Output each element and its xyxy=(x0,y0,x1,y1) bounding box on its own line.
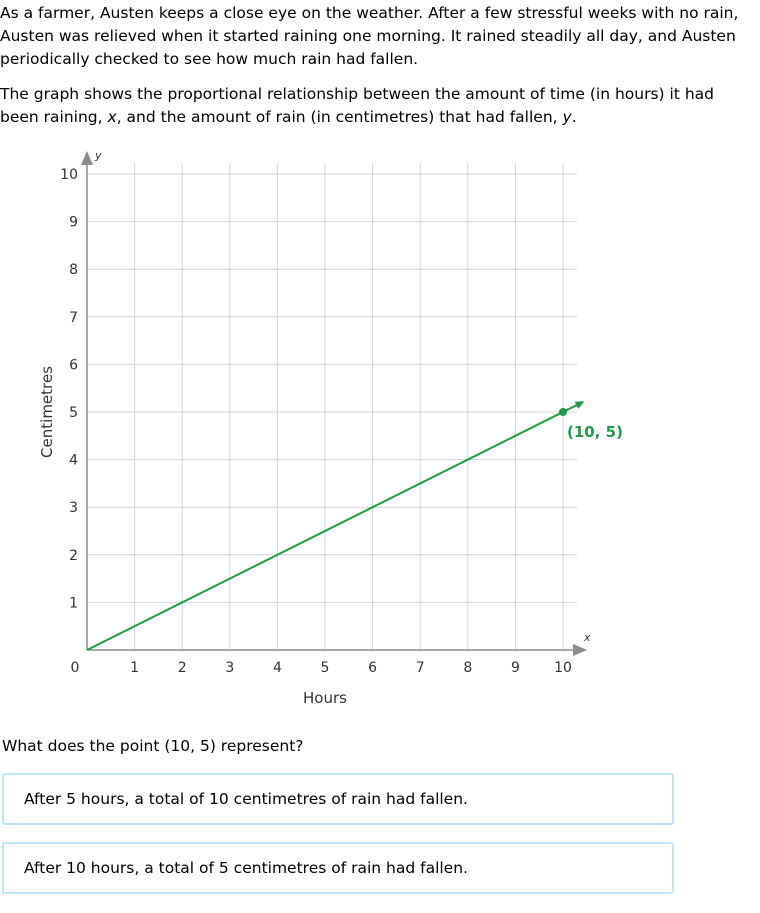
y-variable: y xyxy=(562,108,572,126)
answer-choice-1[interactable]: After 5 hours, a total of 10 centimetres… xyxy=(2,773,674,825)
x-axis-label: Hours xyxy=(303,689,347,707)
y-tick-label: 6 xyxy=(69,357,78,373)
intro-paragraph-1: As a farmer, Austen keeps a close eye on… xyxy=(0,4,739,68)
point-label: (10, 5) xyxy=(567,423,623,441)
y-axis-label: Centimetres xyxy=(38,366,56,458)
x-axis-arrow-icon xyxy=(573,644,587,656)
x-tick-label: 6 xyxy=(368,660,377,676)
data-point xyxy=(559,408,567,416)
chart-tick-labels: 0 1 2 3 4 5 6 7 8 9 10 1 2 3 4 5 6 7 8 9 10 xyxy=(60,167,572,676)
x-tick-label: 5 xyxy=(321,660,330,676)
y-tick-label: 4 xyxy=(69,453,78,469)
y-axis-variable: y xyxy=(94,149,102,162)
chart-grid xyxy=(87,163,577,650)
y-tick-label: 5 xyxy=(69,405,78,421)
x-tick-label: 7 xyxy=(416,660,425,676)
x-variable: x xyxy=(107,108,117,126)
intro-text-3: . xyxy=(571,108,577,126)
x-tick-label: 4 xyxy=(273,660,282,676)
y-tick-label: 10 xyxy=(60,167,78,183)
chart-axes xyxy=(81,151,587,656)
y-tick-label: 3 xyxy=(69,500,78,516)
x-tick-label: 1 xyxy=(130,660,139,676)
intro-text-1: The graph shows the proportional relatio… xyxy=(0,85,714,126)
y-tick-label: 7 xyxy=(69,310,78,326)
x-tick-label: 9 xyxy=(511,660,520,676)
chart-series xyxy=(86,401,585,651)
x-tick-label: 8 xyxy=(463,660,472,676)
y-tick-label: 1 xyxy=(69,595,78,611)
series-line xyxy=(86,403,580,651)
rainfall-chart: 0 1 2 3 4 5 6 7 8 9 10 1 2 3 4 5 6 7 8 9 10 Centimetres Hour… xyxy=(38,149,623,707)
y-axis-arrow-icon xyxy=(81,151,93,165)
x-tick-label: 10 xyxy=(554,660,572,676)
y-tick-label: 9 xyxy=(69,215,78,231)
y-tick-label: 8 xyxy=(69,262,78,278)
x-tick-label: 3 xyxy=(225,660,234,676)
series-arrow-icon xyxy=(574,401,585,409)
intro-text-2: , and the amount of rain (in centimetres… xyxy=(116,108,563,126)
x-tick-label: 0 xyxy=(71,660,80,676)
intro-paragraph-2: The graph shows the proportional relatio… xyxy=(0,83,756,129)
y-tick-label: 2 xyxy=(69,548,78,564)
answer-choice-2[interactable]: After 10 hours, a total of 5 centimetres… xyxy=(2,842,674,894)
x-tick-label: 2 xyxy=(178,660,187,676)
question-text: What does the point (10, 5) represent? xyxy=(2,737,304,755)
x-axis-variable: x xyxy=(583,631,591,644)
